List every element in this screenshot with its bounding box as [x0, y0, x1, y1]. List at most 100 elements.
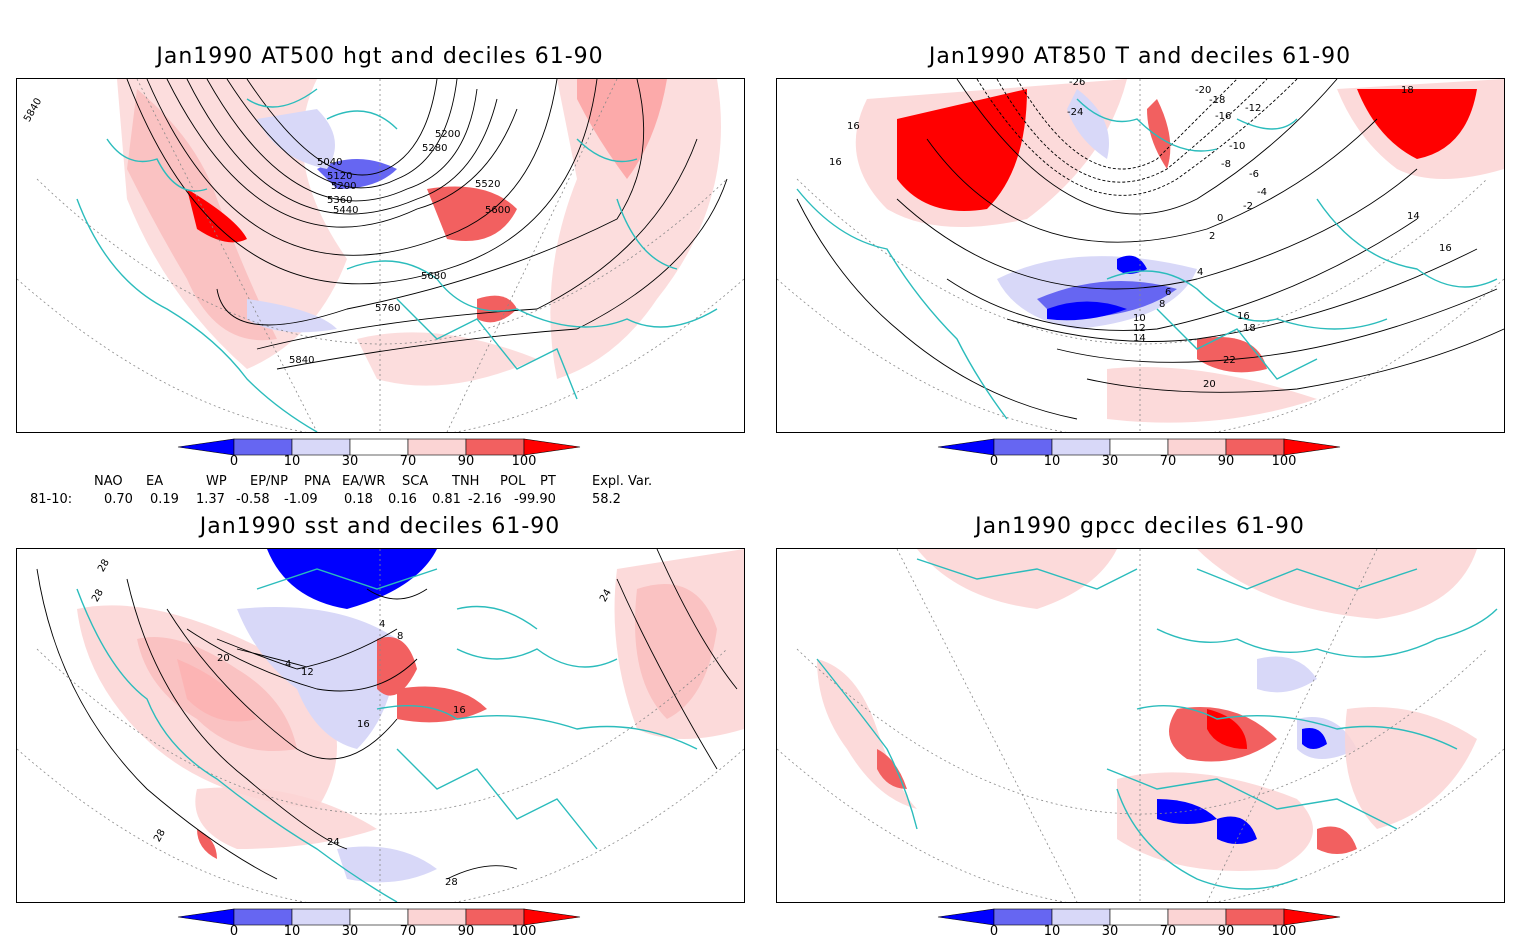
- contour-label: 10: [1133, 313, 1146, 324]
- contour-label: 22: [1223, 355, 1236, 366]
- colorbar-bin: [1167, 438, 1227, 456]
- contour-label: 20: [217, 653, 230, 664]
- colorbar-label: 70: [399, 924, 417, 939]
- contour-label: 28: [96, 557, 112, 574]
- contour-label: -18: [1209, 95, 1225, 106]
- colorbar-bin: [1167, 908, 1227, 926]
- index-header: EP/NP: [250, 474, 288, 489]
- contour-label: 20: [1203, 379, 1216, 390]
- colorbar-label: 90: [1217, 454, 1235, 469]
- contour-label: 24: [598, 587, 614, 604]
- index-header: WP: [206, 474, 227, 489]
- map-t850: -26 -24 -20 -18 -16 -12 -10 -8 -6 -4 -2 …: [776, 78, 1505, 433]
- contour-label: 5680: [421, 271, 446, 282]
- colorbar-label: 70: [399, 454, 417, 469]
- index-row-label: 81-10:: [30, 492, 73, 507]
- coastlines: [796, 98, 1498, 420]
- index-header: Expl. Var.: [592, 474, 653, 489]
- index-header: EA/WR: [342, 474, 386, 489]
- colorbar-bin: [465, 438, 525, 456]
- contour-label: 5440: [333, 205, 358, 216]
- colorbar-label: 10: [283, 454, 301, 469]
- panel-title-hgt500: Jan1990 AT500 hgt and deciles 61-90: [156, 44, 604, 69]
- sst-contours: [36, 549, 738, 880]
- contour-label: 8: [397, 631, 403, 642]
- contour-label: -24: [1067, 107, 1083, 118]
- contour-label: -10: [1229, 141, 1245, 152]
- contour-label: 14: [1133, 333, 1146, 344]
- coastlines: [816, 558, 1498, 890]
- colorbar-svg: [177, 908, 581, 926]
- colorbar-label: 30: [1101, 924, 1119, 939]
- contour-label: 16: [453, 705, 466, 716]
- colorbar-label: 100: [511, 924, 537, 939]
- colorbar-bin: [1051, 908, 1111, 926]
- index-value: 0.70: [104, 492, 133, 507]
- colorbar-bottom-left: 0 10 30 70 90 100: [174, 908, 584, 944]
- contour-label: -2: [1243, 201, 1253, 212]
- colorbar-label: 90: [457, 924, 475, 939]
- colorbar-label: 10: [283, 924, 301, 939]
- index-header: TNH: [452, 474, 480, 489]
- contour-label: 5520: [475, 179, 500, 190]
- decile-shading: [817, 549, 1477, 871]
- contour-labels: -26 -24 -20 -18 -16 -12 -10 -8 -6 -4 -2 …: [829, 79, 1452, 390]
- contour-label: 4: [379, 619, 385, 630]
- height-contours: [126, 79, 728, 370]
- colorbar-top-left: 0 10 30 70 90 100: [174, 438, 584, 474]
- colorbar-bin: [233, 908, 293, 926]
- decile-shading: [855, 79, 1504, 423]
- contour-label: 5200: [331, 181, 356, 192]
- colorbar-bin: [993, 908, 1053, 926]
- contour-label: 24: [327, 837, 340, 848]
- contour-label: 2: [1209, 231, 1215, 242]
- panel-title-sst: Jan1990 sst and deciles 61-90: [199, 514, 561, 539]
- grid-lines: [17, 549, 744, 902]
- colorbar-bin: [523, 908, 581, 926]
- colorbar-bin: [407, 908, 467, 926]
- contour-label: -20: [1195, 85, 1211, 96]
- colorbar-label: 10: [1043, 454, 1061, 469]
- grid-lines: [17, 79, 744, 432]
- map-gpcc: [776, 548, 1505, 903]
- contour-label: 16: [829, 157, 842, 168]
- colorbar-bin: [177, 438, 235, 456]
- colorbar-label: 0: [989, 454, 999, 469]
- contour-label: 16: [1237, 311, 1250, 322]
- colorbar-label: 10: [1043, 924, 1061, 939]
- colorbar-bin: [1225, 438, 1285, 456]
- index-header: PNA: [304, 474, 331, 489]
- contour-label: 6: [1165, 287, 1171, 298]
- map-hgt500-svg: 5840 5040 5120 5200 5360 5440 5200 5280 …: [17, 79, 744, 432]
- contour-label: 18: [1401, 85, 1414, 96]
- map-sst: 28 28 24 20 12 4 8 4 16 16 28 24 28: [16, 548, 745, 903]
- contour-label: 5760: [375, 303, 400, 314]
- colorbar-bin: [523, 438, 581, 456]
- colorbar-label: 0: [229, 454, 239, 469]
- colorbar-label: 30: [1101, 454, 1119, 469]
- contour-label: 5840: [289, 355, 314, 366]
- colorbar-bottom-right: 0 10 30 70 90 100: [934, 908, 1344, 944]
- map-gpcc-svg: [777, 549, 1504, 902]
- contour-label: 8: [1159, 299, 1165, 310]
- colorbar-svg: [937, 438, 1341, 456]
- contour-label: 28: [152, 827, 168, 844]
- index-value: -0.58: [236, 492, 270, 507]
- colorbar-label: 0: [989, 924, 999, 939]
- decile-shading: [117, 79, 721, 386]
- contour-label: 12: [1133, 323, 1146, 334]
- contour-label: 5280: [422, 143, 447, 154]
- contour-label: 5120: [327, 171, 352, 182]
- contour-label: -8: [1221, 159, 1231, 170]
- coastlines: [76, 568, 698, 902]
- index-header: EA: [146, 474, 164, 489]
- contour-label: 18: [1243, 323, 1256, 334]
- colorbar-label: 30: [341, 924, 359, 939]
- colorbar-bin: [1283, 908, 1341, 926]
- colorbar-label: 90: [1217, 924, 1235, 939]
- contour-label: 5600: [485, 205, 510, 216]
- contour-label: 12: [301, 667, 314, 678]
- colorbar-label: 70: [1159, 454, 1177, 469]
- decile-shading: [77, 549, 744, 883]
- index-value: 0.18: [344, 492, 373, 507]
